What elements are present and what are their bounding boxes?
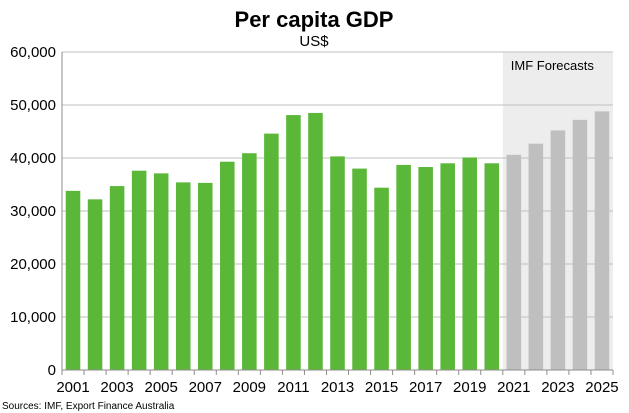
bar-2013 <box>330 156 345 370</box>
y-tick-label: 0 <box>48 362 56 379</box>
bar-2001 <box>65 190 81 370</box>
bar-2004 <box>131 170 147 370</box>
bar-2002 <box>87 199 103 370</box>
bar-layer <box>65 111 610 371</box>
bar-2025 <box>594 111 610 371</box>
y-tick-label: 20,000 <box>10 256 56 273</box>
y-tick-label: 60,000 <box>10 44 56 61</box>
bar-2020 <box>484 163 500 370</box>
bar-2010 <box>264 133 279 370</box>
bar-2011 <box>286 115 301 370</box>
bar-2016 <box>396 164 411 370</box>
axis-layer <box>61 52 614 375</box>
chart-subtitle: US$ <box>299 33 329 50</box>
bar-2021 <box>506 154 522 370</box>
forecast-label: IMF Forecasts <box>511 58 595 73</box>
bar-2012 <box>308 112 323 370</box>
bar-2018 <box>440 163 455 370</box>
bar-2024 <box>572 119 588 370</box>
x-tick-label: 2009 <box>233 379 266 396</box>
y-tick-label: 50,000 <box>10 97 56 114</box>
bar-2022 <box>528 143 544 370</box>
bar-2019 <box>462 157 478 370</box>
bar-2017 <box>418 167 433 370</box>
bar-2006 <box>175 182 191 370</box>
x-tick-label: 2013 <box>321 379 354 396</box>
bar-2007 <box>197 182 213 370</box>
chart-title: Per capita GDP <box>235 7 394 32</box>
x-tick-label: 2007 <box>189 379 222 396</box>
x-tick-label: 2025 <box>585 379 618 396</box>
x-tick-label: 2021 <box>497 379 530 396</box>
x-tick-label: 2003 <box>100 379 133 396</box>
bar-2005 <box>153 173 169 370</box>
y-tick-label: 30,000 <box>10 203 56 220</box>
x-tick-label: 2019 <box>453 379 486 396</box>
x-tick-label: 2001 <box>56 379 89 396</box>
bar-2009 <box>242 153 257 370</box>
y-tick-label: 40,000 <box>10 150 56 167</box>
x-tick-label: 2011 <box>277 379 309 396</box>
bar-2008 <box>220 161 235 370</box>
y-tick-label: 10,000 <box>10 309 56 326</box>
x-tick-label: 2015 <box>365 379 398 396</box>
label-layer: 0 10,000 20,000 30,000 40,000 50,000 60,000 200… <box>10 44 619 396</box>
bar-2015 <box>374 187 389 370</box>
x-tick-label: 2005 <box>144 379 177 396</box>
bar-2023 <box>550 130 566 370</box>
bar-2014 <box>352 168 367 370</box>
x-tick-label: 2017 <box>409 379 442 396</box>
source-note: Sources: IMF, Export Finance Australia <box>2 401 175 412</box>
x-tick-label: 2023 <box>541 379 574 396</box>
bar-2003 <box>109 186 125 370</box>
